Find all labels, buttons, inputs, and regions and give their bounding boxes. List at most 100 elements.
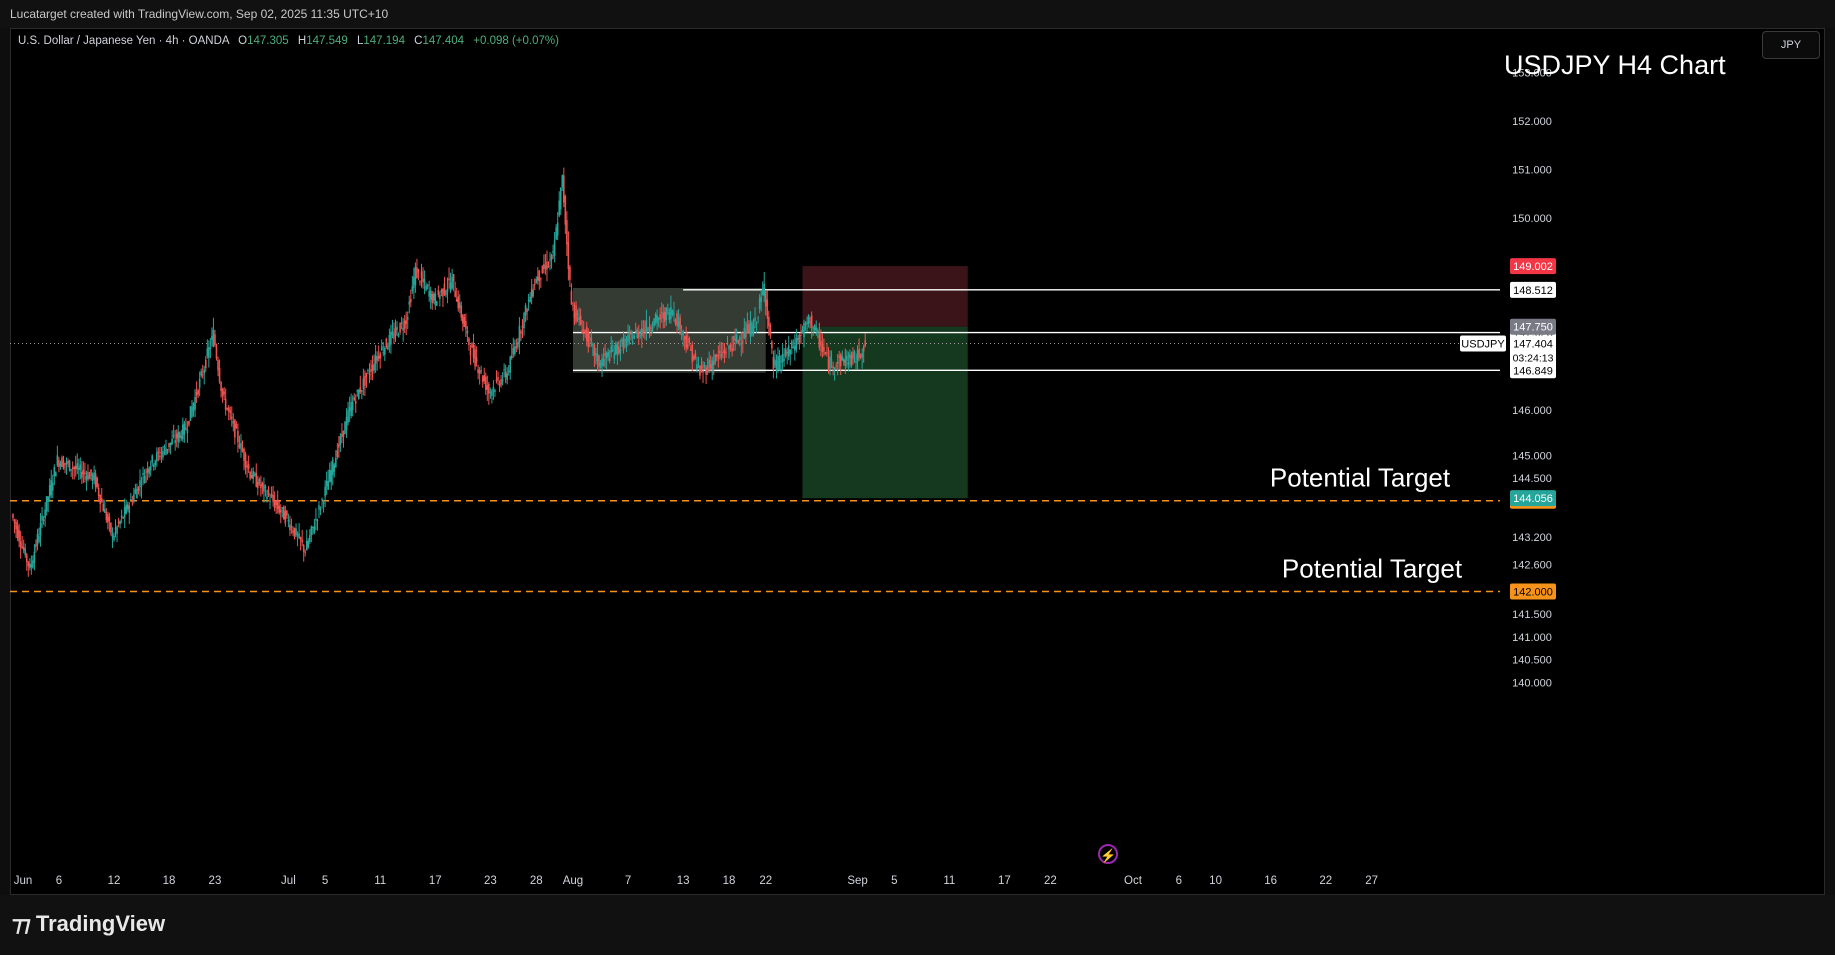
y-tick-label: 145.000: [1512, 450, 1552, 462]
candle: [58, 459, 60, 467]
candle: [67, 461, 69, 464]
currency-button[interactable]: JPY: [1762, 31, 1820, 59]
candle: [855, 361, 857, 363]
tradingview-mark-icon: ⁊⁊: [12, 912, 31, 936]
candle: [637, 332, 640, 338]
candle: [732, 336, 735, 340]
candle: [296, 534, 299, 536]
candle: [429, 290, 432, 300]
candle: [712, 361, 715, 365]
candle: [660, 312, 663, 314]
candle: [457, 296, 460, 309]
candle: [563, 175, 565, 203]
candle: [331, 459, 334, 476]
candle: [71, 467, 74, 470]
candle: [827, 358, 830, 371]
candle: [84, 472, 86, 475]
candle: [263, 484, 265, 492]
candle: [55, 472, 57, 477]
candle: [443, 283, 446, 294]
brand-name: TradingView: [35, 911, 166, 936]
x-tick-label: 18: [723, 875, 736, 887]
price-tag-2-bg: [1510, 490, 1556, 507]
candle: [406, 317, 409, 320]
candle: [858, 348, 860, 358]
candle: [610, 346, 613, 353]
candle: [426, 285, 429, 287]
candle: [344, 422, 346, 435]
candle: [293, 527, 296, 537]
price-chart[interactable]: Potential Target Potential Target 153.000 1…: [10, 28, 1825, 895]
candle: [226, 408, 228, 410]
candle: [350, 402, 352, 416]
candle: [243, 448, 245, 461]
candle: [44, 509, 46, 519]
candle: [789, 349, 792, 355]
legend-symbol: U.S. Dollar / Japanese Yen · 4h · OANDA: [18, 35, 229, 47]
bar-countdown: 03:24:13: [1513, 352, 1554, 364]
candle: [518, 325, 521, 343]
tradingview-logo[interactable]: ⁊⁊ TradingView: [12, 911, 165, 937]
candle: [208, 347, 210, 358]
candle: [813, 325, 816, 331]
candle: [579, 315, 582, 325]
candle: [474, 349, 476, 367]
candle: [830, 359, 833, 361]
candle: [87, 472, 89, 480]
candle: [324, 486, 326, 497]
candle: [514, 346, 516, 355]
candle: [460, 305, 463, 318]
candle: [220, 382, 222, 392]
candle: [338, 444, 340, 448]
y-tick-label: 144.500: [1512, 473, 1552, 485]
candle: [833, 368, 836, 370]
stop-loss-zone[interactable]: [802, 266, 968, 327]
candle: [558, 200, 561, 216]
y-tick-label: 152.000: [1512, 116, 1552, 128]
candle: [546, 261, 548, 270]
candle: [806, 322, 808, 325]
candle: [618, 346, 620, 354]
candle: [578, 317, 580, 320]
candle: [760, 296, 762, 302]
candle: [410, 299, 412, 303]
candle: [413, 277, 415, 288]
candle: [131, 501, 134, 503]
candle: [706, 366, 709, 372]
candle: [552, 251, 554, 253]
candle: [229, 410, 232, 413]
candle: [587, 331, 590, 348]
x-tick-label: 11: [374, 875, 386, 887]
candle: [621, 339, 623, 342]
candle: [521, 325, 524, 329]
candle: [463, 317, 466, 327]
candle: [154, 460, 157, 466]
y-tick-label: 153.000: [1512, 68, 1552, 80]
candle: [705, 367, 707, 375]
candle: [151, 455, 154, 463]
candle: [273, 500, 276, 509]
candle: [197, 389, 199, 395]
candle: [674, 319, 677, 324]
candle: [214, 334, 216, 346]
candle: [206, 348, 209, 357]
candle: [130, 499, 132, 501]
candle: [758, 298, 761, 310]
candle: [688, 338, 691, 344]
candle: [200, 371, 202, 376]
legend-open: 147.305: [247, 35, 289, 47]
candle: [590, 338, 593, 342]
candle: [527, 299, 530, 302]
candle: [694, 353, 697, 358]
candle: [128, 505, 131, 513]
candle: [622, 338, 625, 351]
candle: [111, 533, 114, 538]
candle: [73, 467, 75, 470]
candle: [270, 494, 273, 497]
lightning-icon[interactable]: ⚡: [1098, 844, 1118, 864]
candle: [567, 242, 570, 270]
candle: [504, 371, 507, 378]
candle: [278, 505, 281, 513]
candle: [495, 379, 498, 382]
candle: [761, 288, 764, 296]
